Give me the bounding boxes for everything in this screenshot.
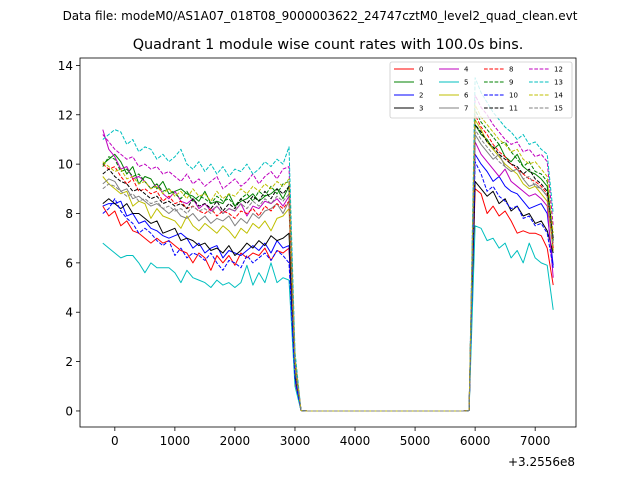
y-tick-label: 0 xyxy=(65,404,73,418)
y-tick-label: 2 xyxy=(65,355,73,369)
legend-label-2: 2 xyxy=(419,92,423,100)
legend-label-6: 6 xyxy=(464,92,469,100)
series-line-14 xyxy=(102,104,554,412)
legend-label-10: 10 xyxy=(509,92,518,100)
legend-label-7: 7 xyxy=(464,105,468,113)
legend-label-11: 11 xyxy=(509,105,518,113)
legend-label-8: 8 xyxy=(509,66,513,74)
legend-label-13: 13 xyxy=(554,79,563,87)
legend-label-12: 12 xyxy=(554,66,563,74)
series-line-15 xyxy=(102,129,554,412)
x-tick-label: 4000 xyxy=(340,434,371,448)
legend-label-15: 15 xyxy=(554,105,563,113)
x-offset-label: +3.2556e8 xyxy=(508,455,575,469)
chart-suptitle: Data file: modeM0/AS1A07_018T08_90000036… xyxy=(63,9,578,23)
series-line-10 xyxy=(102,161,554,412)
legend-label-4: 4 xyxy=(464,66,469,74)
x-tick-label: 2000 xyxy=(220,434,251,448)
legend-label-5: 5 xyxy=(464,79,468,87)
x-tick-label: 5000 xyxy=(400,434,431,448)
y-tick-label: 6 xyxy=(65,256,73,270)
x-tick-label: 1000 xyxy=(160,434,191,448)
x-tick-label: 6000 xyxy=(460,434,491,448)
x-axis: 0 1000 2000 3000 4000 5000 6000 7000 xyxy=(111,427,550,448)
x-tick-label: 3000 xyxy=(280,434,311,448)
y-axis: 0 2 4 6 8 10 12 14 xyxy=(58,59,80,418)
series-layer xyxy=(102,77,554,412)
legend-label-1: 1 xyxy=(419,79,423,87)
y-tick-label: 4 xyxy=(65,306,73,320)
series-line-13 xyxy=(102,77,554,412)
x-tick-label: 0 xyxy=(111,434,119,448)
legend-label-14: 14 xyxy=(554,92,563,100)
plot-area xyxy=(79,57,577,428)
legend-label-3: 3 xyxy=(419,105,423,113)
y-tick-label: 10 xyxy=(58,158,73,172)
x-tick-label: 7000 xyxy=(520,434,551,448)
legend-box xyxy=(389,61,573,119)
legend-label-0: 0 xyxy=(419,66,423,74)
y-tick-label: 12 xyxy=(58,108,73,122)
legend-label-9: 9 xyxy=(509,79,513,87)
y-tick-label: 8 xyxy=(65,207,73,221)
chart-title: Quadrant 1 module wise count rates with … xyxy=(133,37,524,53)
axes-frame xyxy=(79,57,577,428)
y-tick-label: 14 xyxy=(58,59,73,73)
